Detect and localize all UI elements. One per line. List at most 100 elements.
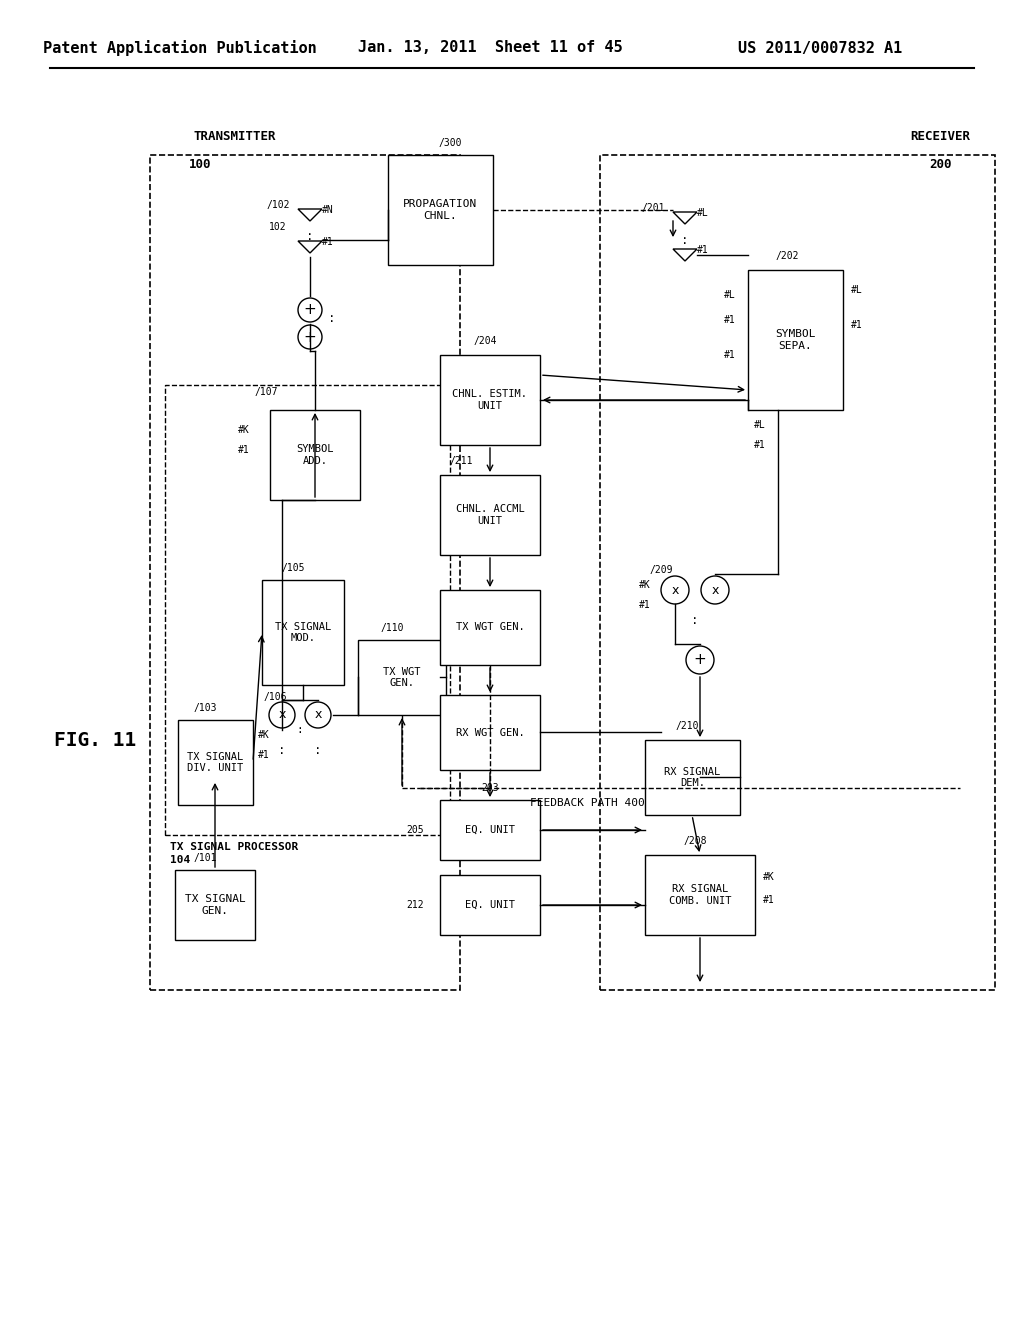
Bar <box>645 741 740 814</box>
Text: :: : <box>328 312 336 325</box>
Text: TX SIGNAL
DIV. UNIT: TX SIGNAL DIV. UNIT <box>187 751 244 774</box>
Text: #L: #L <box>724 290 736 300</box>
Text: RX WGT GEN.: RX WGT GEN. <box>456 727 524 738</box>
Text: 205: 205 <box>407 825 424 836</box>
Text: #1: #1 <box>239 445 250 455</box>
Text: :: : <box>314 743 322 756</box>
Bar <box>645 855 755 935</box>
Text: :: : <box>691 614 698 627</box>
Text: CHNL. ACCML
UNIT: CHNL. ACCML UNIT <box>456 504 524 525</box>
Circle shape <box>701 576 729 605</box>
Bar <box>440 475 540 554</box>
Text: FEEDBACK PATH 400: FEEDBACK PATH 400 <box>530 799 645 808</box>
Bar <box>440 875 540 935</box>
Text: +: + <box>693 652 707 668</box>
Text: #K: #K <box>239 425 250 436</box>
Text: #L: #L <box>697 209 709 218</box>
Text: #N: #N <box>322 205 334 215</box>
Bar <box>178 719 253 805</box>
Text: #1: #1 <box>724 315 736 325</box>
Text: /201: /201 <box>641 203 665 213</box>
Circle shape <box>686 645 714 675</box>
Text: 102: 102 <box>269 222 287 232</box>
Text: /202: /202 <box>776 251 800 261</box>
Polygon shape <box>673 213 697 224</box>
Text: EQ. UNIT: EQ. UNIT <box>465 825 515 836</box>
Text: /107: /107 <box>255 387 279 397</box>
Text: Jan. 13, 2011  Sheet 11 of 45: Jan. 13, 2011 Sheet 11 of 45 <box>357 41 623 55</box>
Text: RX SIGNAL
COMB. UNIT: RX SIGNAL COMB. UNIT <box>669 884 731 906</box>
Circle shape <box>298 325 322 348</box>
Polygon shape <box>673 249 697 261</box>
Text: TX WGT GEN.: TX WGT GEN. <box>456 623 524 632</box>
Text: TX SIGNAL
GEN.: TX SIGNAL GEN. <box>184 894 246 916</box>
Text: #1: #1 <box>258 750 269 760</box>
Bar <box>165 385 450 836</box>
Text: Patent Application Publication: Patent Application Publication <box>43 40 316 55</box>
Text: #1: #1 <box>724 350 736 360</box>
Text: /210: /210 <box>676 721 699 731</box>
Circle shape <box>269 702 295 729</box>
Text: 200: 200 <box>929 158 951 172</box>
Text: #1: #1 <box>763 895 775 906</box>
Bar <box>748 271 843 411</box>
Text: 104: 104 <box>170 855 190 865</box>
Text: /106: /106 <box>264 692 288 702</box>
Text: :: : <box>297 725 303 735</box>
Text: /211: /211 <box>450 455 473 466</box>
Bar <box>358 640 446 715</box>
Text: CHNL. ESTIM.
UNIT: CHNL. ESTIM. UNIT <box>453 389 527 411</box>
Bar <box>440 355 540 445</box>
Text: #1: #1 <box>754 440 766 450</box>
Text: 212: 212 <box>407 900 424 909</box>
Text: x: x <box>279 709 286 722</box>
Text: #1: #1 <box>697 246 709 255</box>
Bar <box>388 154 493 265</box>
Text: #1: #1 <box>639 601 651 610</box>
Bar <box>440 696 540 770</box>
Text: /102: /102 <box>266 201 290 210</box>
Text: #1: #1 <box>851 319 863 330</box>
Text: x: x <box>672 583 679 597</box>
Text: :: : <box>306 230 313 243</box>
Bar <box>270 411 360 500</box>
Bar <box>150 154 460 990</box>
Bar <box>175 870 255 940</box>
Bar <box>440 800 540 861</box>
Text: /204: /204 <box>473 337 497 346</box>
Text: TX SIGNAL PROCESSOR: TX SIGNAL PROCESSOR <box>170 842 298 851</box>
Text: #1: #1 <box>322 238 334 247</box>
Text: /209: /209 <box>650 565 674 576</box>
Text: SYMBOL
SEPA.: SYMBOL SEPA. <box>775 329 816 351</box>
Text: /300: /300 <box>438 139 462 148</box>
Text: #K: #K <box>763 873 775 882</box>
Text: EQ. UNIT: EQ. UNIT <box>465 900 515 909</box>
Text: /101: /101 <box>194 853 217 863</box>
Text: #L: #L <box>851 285 863 294</box>
Text: /208: /208 <box>683 836 707 846</box>
Text: /103: /103 <box>194 704 217 713</box>
Text: RECEIVER: RECEIVER <box>910 131 970 144</box>
Text: US 2011/0007832 A1: US 2011/0007832 A1 <box>738 41 902 55</box>
Circle shape <box>298 298 322 322</box>
Text: TX SIGNAL
MOD.: TX SIGNAL MOD. <box>274 622 331 643</box>
Text: #L: #L <box>754 420 766 430</box>
Text: x: x <box>314 709 322 722</box>
Text: +: + <box>304 330 316 345</box>
Bar <box>262 579 344 685</box>
Text: #K: #K <box>639 579 651 590</box>
Text: :: : <box>279 743 286 756</box>
Text: 203: 203 <box>481 783 499 793</box>
Text: :: : <box>681 235 689 248</box>
Text: FIG. 11: FIG. 11 <box>54 730 136 750</box>
Bar <box>600 154 995 990</box>
Text: x: x <box>712 583 719 597</box>
Text: +: + <box>304 302 316 318</box>
Text: TRANSMITTER: TRANSMITTER <box>194 131 276 144</box>
Polygon shape <box>298 242 322 253</box>
Text: 100: 100 <box>188 158 211 172</box>
Text: PROPAGATION
CHNL.: PROPAGATION CHNL. <box>403 199 477 220</box>
Text: #K: #K <box>258 730 269 741</box>
Text: /110: /110 <box>380 623 403 634</box>
Text: SYMBOL
ADD.: SYMBOL ADD. <box>296 445 334 466</box>
